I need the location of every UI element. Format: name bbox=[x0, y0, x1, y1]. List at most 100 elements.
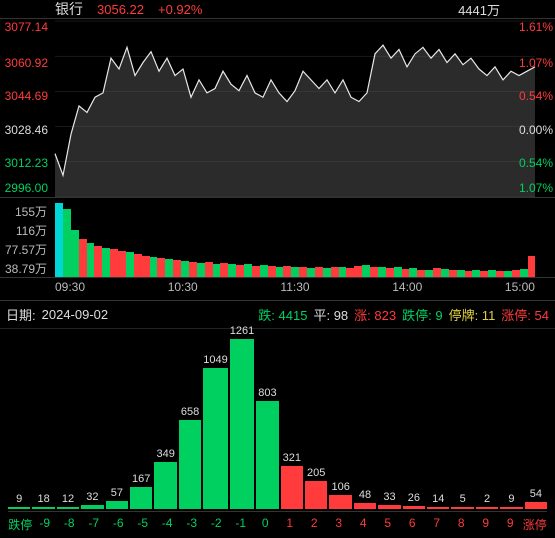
vol-bar bbox=[520, 269, 528, 277]
volume-chart[interactable]: 155万116万77.57万38.79万 bbox=[0, 203, 555, 278]
total-volume: 4441万 bbox=[458, 0, 500, 19]
dist-x-axis: 跌停-9-8-7-6-5-4-3-2-101234567899涨停 bbox=[8, 511, 547, 535]
dist-x-label: 9 bbox=[498, 512, 523, 535]
dist-x-label: 9 bbox=[474, 512, 499, 535]
vol-bar bbox=[276, 267, 284, 278]
dist-bar bbox=[525, 502, 547, 509]
dist-value-label: 1261 bbox=[230, 325, 254, 337]
vol-bar bbox=[433, 268, 441, 277]
time-tick: 09:30 bbox=[55, 280, 85, 296]
y-right-tick: 0.54% bbox=[509, 157, 553, 169]
dist-value-label: 803 bbox=[258, 387, 276, 399]
vol-bar bbox=[480, 271, 488, 277]
dist-value-label: 9 bbox=[508, 493, 514, 505]
vol-bar bbox=[260, 265, 268, 277]
y-right-tick: 1.07% bbox=[509, 182, 553, 194]
dist-col: 658 bbox=[179, 406, 201, 509]
dist-value-label: 5 bbox=[460, 493, 466, 505]
vol-bar bbox=[457, 270, 465, 277]
header-row: 银行 3056.22 +0.92% 4441万 bbox=[0, 0, 555, 18]
symbol-title: 银行 bbox=[55, 0, 83, 19]
vol-bar bbox=[94, 246, 102, 277]
stat-item: 跌停: 9 bbox=[402, 305, 442, 324]
dist-value-label: 18 bbox=[37, 493, 49, 505]
dist-value-label: 205 bbox=[307, 467, 325, 479]
dist-x-label: 4 bbox=[351, 512, 376, 535]
dist-value-label: 32 bbox=[86, 491, 98, 503]
dist-col: 205 bbox=[305, 467, 327, 509]
vol-bar bbox=[71, 230, 79, 277]
dist-value-label: 12 bbox=[62, 493, 74, 505]
stat-item: 涨停: 54 bbox=[501, 305, 549, 324]
dist-value-label: 167 bbox=[132, 473, 150, 485]
y-right-tick: 1.07% bbox=[509, 57, 553, 69]
dist-value-label: 2 bbox=[484, 493, 490, 505]
dist-value-label: 106 bbox=[331, 481, 349, 493]
time-tick: 11:30 bbox=[280, 280, 309, 296]
vol-bar bbox=[283, 266, 291, 277]
dist-bar bbox=[329, 495, 351, 509]
vol-bar bbox=[244, 264, 252, 277]
date-label: 日期: bbox=[6, 305, 36, 324]
dist-value-label: 9 bbox=[16, 493, 22, 505]
vol-y-tick: 116万 bbox=[0, 222, 47, 239]
price-line-svg bbox=[0, 19, 555, 199]
dist-col: 32 bbox=[81, 491, 103, 509]
vol-bar bbox=[63, 209, 71, 277]
dist-col: 9 bbox=[500, 493, 522, 509]
dist-col: 167 bbox=[130, 473, 152, 510]
intraday-panel: 银行 3056.22 +0.92% 4441万 3077.143060.9230… bbox=[0, 0, 555, 300]
dist-col: 349 bbox=[154, 448, 176, 509]
dist-x-label: 5 bbox=[376, 512, 401, 535]
dist-x-label: -5 bbox=[131, 512, 156, 535]
dist-x-label: 7 bbox=[425, 512, 450, 535]
dist-bar bbox=[32, 507, 54, 509]
vol-bar bbox=[362, 265, 370, 277]
dist-col: 106 bbox=[329, 481, 351, 509]
vol-bar bbox=[307, 268, 315, 277]
vol-bar bbox=[205, 262, 213, 277]
last-price: 3056.22 bbox=[97, 2, 144, 17]
dist-col: 33 bbox=[378, 491, 400, 509]
dist-value-label: 14 bbox=[432, 493, 444, 505]
vol-bar bbox=[173, 260, 181, 277]
vol-bar bbox=[228, 264, 236, 277]
price-chart[interactable]: 3077.143060.923044.693028.463012.232996.… bbox=[0, 18, 555, 198]
dist-value-label: 54 bbox=[530, 488, 542, 500]
dist-value-label: 57 bbox=[111, 487, 123, 499]
dist-col: 18 bbox=[32, 493, 54, 509]
dist-bar bbox=[57, 507, 79, 509]
dist-bar bbox=[378, 505, 400, 509]
vol-bar bbox=[496, 271, 504, 277]
vol-bar bbox=[157, 258, 165, 277]
dist-col: 5 bbox=[451, 493, 473, 509]
dist-x-label: 8 bbox=[449, 512, 474, 535]
stat-item: 跌: 4415 bbox=[258, 305, 307, 324]
vol-bar bbox=[409, 268, 417, 277]
vol-bar bbox=[142, 256, 150, 277]
vol-bar bbox=[394, 267, 402, 277]
dist-bar bbox=[281, 466, 303, 509]
vol-bar bbox=[504, 271, 512, 277]
dist-x-label: -1 bbox=[229, 512, 254, 535]
dist-bar bbox=[476, 507, 498, 509]
vol-bar bbox=[79, 239, 87, 277]
dist-col: 57 bbox=[106, 487, 128, 509]
dist-bar bbox=[8, 507, 30, 509]
distribution-chart[interactable]: 9181232571673496581049126180332120510648… bbox=[0, 329, 555, 535]
vol-bar bbox=[378, 267, 386, 277]
vol-bar bbox=[165, 259, 173, 277]
volume-y-axis: 155万116万77.57万38.79万 bbox=[0, 203, 50, 277]
vol-bar bbox=[512, 270, 520, 277]
y-right-tick: 0.00% bbox=[509, 124, 553, 136]
volume-bars bbox=[55, 203, 535, 277]
time-x-axis: 09:3010:3011:3014:0015:00 bbox=[55, 278, 535, 296]
dist-value-label: 26 bbox=[408, 492, 420, 504]
vol-y-tick: 38.79万 bbox=[0, 260, 47, 277]
dist-x-label: 1 bbox=[278, 512, 303, 535]
vol-bar bbox=[339, 267, 347, 277]
vol-bar bbox=[181, 261, 189, 277]
dist-value-label: 33 bbox=[383, 491, 395, 503]
vol-bar bbox=[331, 267, 339, 278]
vol-bar bbox=[425, 270, 433, 277]
